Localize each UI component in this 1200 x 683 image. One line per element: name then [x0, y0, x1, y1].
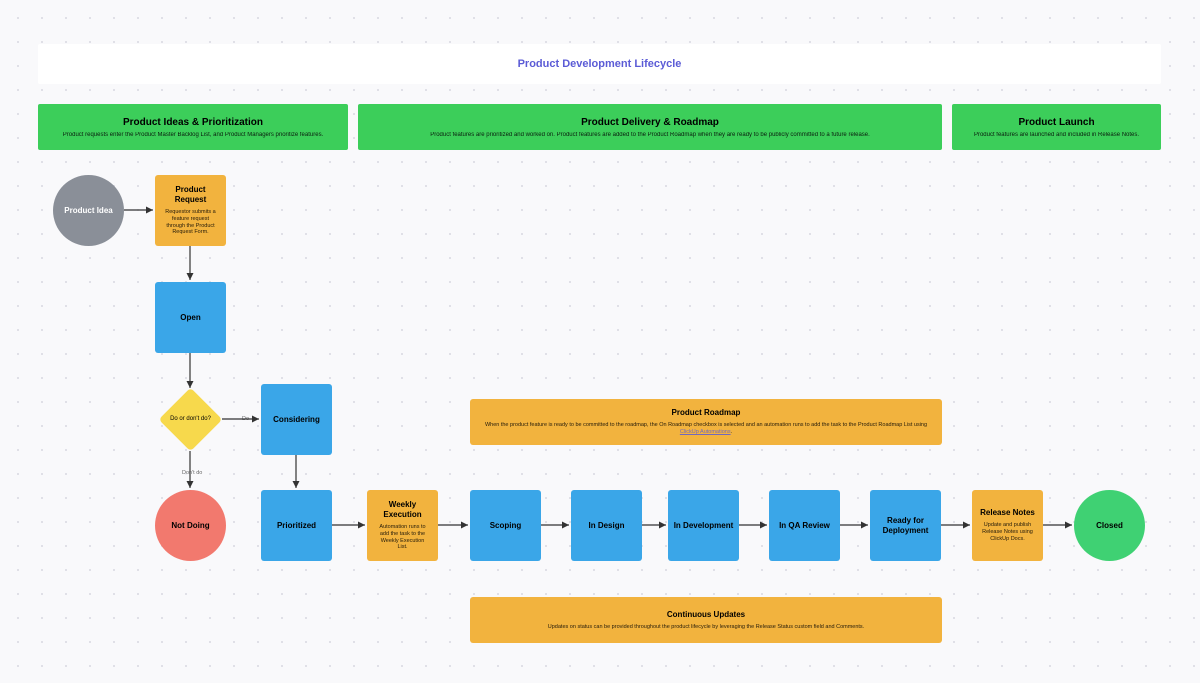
node-scoping-title: Scoping [490, 521, 522, 531]
node-ready-for-deployment: Ready for Deployment [870, 490, 941, 561]
node-product-idea: Product Idea [53, 175, 124, 246]
node-release-notes-title: Release Notes [980, 508, 1035, 518]
node-product-idea-title: Product Idea [64, 206, 112, 216]
node-scoping: Scoping [470, 490, 541, 561]
node-in-qa-review-title: In QA Review [779, 521, 830, 531]
lane-launch-title: Product Launch [1018, 117, 1094, 128]
node-open: Open [155, 282, 226, 353]
node-ready-title: Ready for Deployment [874, 516, 937, 536]
node-weekly-execution: Weekly Execution Automation runs to add … [367, 490, 438, 561]
node-decision-title: Do or don't do? [168, 416, 213, 423]
lane-ideas-sub: Product requests enter the Product Maste… [63, 132, 323, 138]
node-updates-title: Continuous Updates [667, 610, 745, 620]
node-updates-sub: Updates on status can be provided throug… [544, 624, 868, 631]
node-open-title: Open [180, 313, 200, 323]
node-product-request: Product Request Requestor submits a feat… [155, 175, 226, 246]
node-not-doing: Not Doing [155, 490, 226, 561]
node-considering-title: Considering [273, 415, 320, 425]
node-not-doing-title: Not Doing [171, 521, 209, 531]
node-roadmap-title: Product Roadmap [672, 408, 741, 418]
node-prioritized-title: Prioritized [277, 521, 316, 531]
node-continuous-updates: Continuous Updates Updates on status can… [470, 597, 942, 643]
lane-ideas: Product Ideas & Prioritization Product r… [38, 104, 348, 150]
edge-label-do: Do [240, 416, 251, 422]
node-in-design: In Design [571, 490, 642, 561]
node-product-request-title: Product Request [159, 185, 222, 205]
node-considering: Considering [261, 384, 332, 455]
node-roadmap-sub: When the product feature is ready to be … [474, 422, 938, 436]
node-product-roadmap: Product Roadmap When the product feature… [470, 399, 942, 445]
node-product-request-sub: Requestor submits a feature request thro… [159, 209, 222, 237]
node-weekly-title: Weekly Execution [371, 500, 434, 520]
node-closed: Closed [1074, 490, 1145, 561]
node-prioritized: Prioritized [261, 490, 332, 561]
page-title-bar: Product Development Lifecycle [38, 44, 1161, 84]
node-release-notes: Release Notes Update and publish Release… [972, 490, 1043, 561]
edge-label-dont-do: Don't do [180, 470, 204, 476]
node-in-development-title: In Development [674, 521, 734, 531]
node-release-notes-sub: Update and publish Release Notes using C… [976, 522, 1039, 543]
lane-launch: Product Launch Product features are laun… [952, 104, 1161, 150]
node-roadmap-sub-text: When the product feature is ready to be … [485, 422, 927, 428]
node-in-design-title: In Design [588, 521, 624, 531]
node-closed-title: Closed [1096, 521, 1123, 531]
lane-ideas-title: Product Ideas & Prioritization [123, 117, 263, 128]
page-title: Product Development Lifecycle [518, 58, 682, 70]
node-weekly-sub: Automation runs to add the task to the W… [371, 524, 434, 552]
lane-delivery-title: Product Delivery & Roadmap [581, 117, 719, 128]
lane-delivery-sub: Product features are prioritized and wor… [430, 132, 870, 138]
node-in-qa-review: In QA Review [769, 490, 840, 561]
lane-launch-sub: Product features are launched and includ… [974, 132, 1139, 138]
node-decision: Do or don't do? [168, 397, 213, 442]
node-roadmap-sub2: . [731, 429, 733, 435]
lane-delivery: Product Delivery & Roadmap Product featu… [358, 104, 942, 150]
roadmap-link[interactable]: ClickUp Automations [680, 429, 731, 435]
node-in-development: In Development [668, 490, 739, 561]
